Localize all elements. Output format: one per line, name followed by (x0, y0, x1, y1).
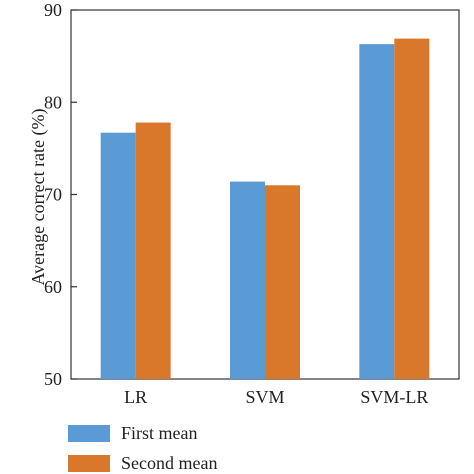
x-axis: LR SVM SVM-LR (124, 387, 428, 407)
x-tick-label: SVM-LR (360, 387, 428, 407)
y-axis: 50 60 70 80 90 (44, 0, 77, 389)
y-axis-title: Average correct rate (%) (28, 108, 49, 285)
bar-svm-lr-second-mean (394, 38, 430, 379)
x-tick-label: SVM (245, 387, 284, 407)
legend-label: Second mean (121, 453, 217, 473)
legend-swatch (68, 455, 110, 472)
y-tick-label: 60 (44, 277, 62, 297)
y-tick-label: 80 (44, 92, 62, 112)
bar-svm-lr-first-mean (359, 44, 395, 379)
bar-svm-first-mean (230, 181, 265, 379)
legend-swatch (68, 425, 110, 442)
bar-lr-second-mean (135, 122, 171, 380)
bar-lr-first-mean (100, 132, 136, 379)
legend-label: First mean (121, 423, 198, 443)
y-tick-label: 50 (44, 369, 62, 389)
y-tick-label: 90 (44, 0, 62, 20)
bars (100, 38, 430, 380)
bar-svm-second-mean (265, 185, 300, 379)
legend: First mean Second mean (68, 423, 217, 473)
x-tick-label: LR (124, 387, 147, 407)
y-tick-label: 70 (44, 185, 62, 205)
